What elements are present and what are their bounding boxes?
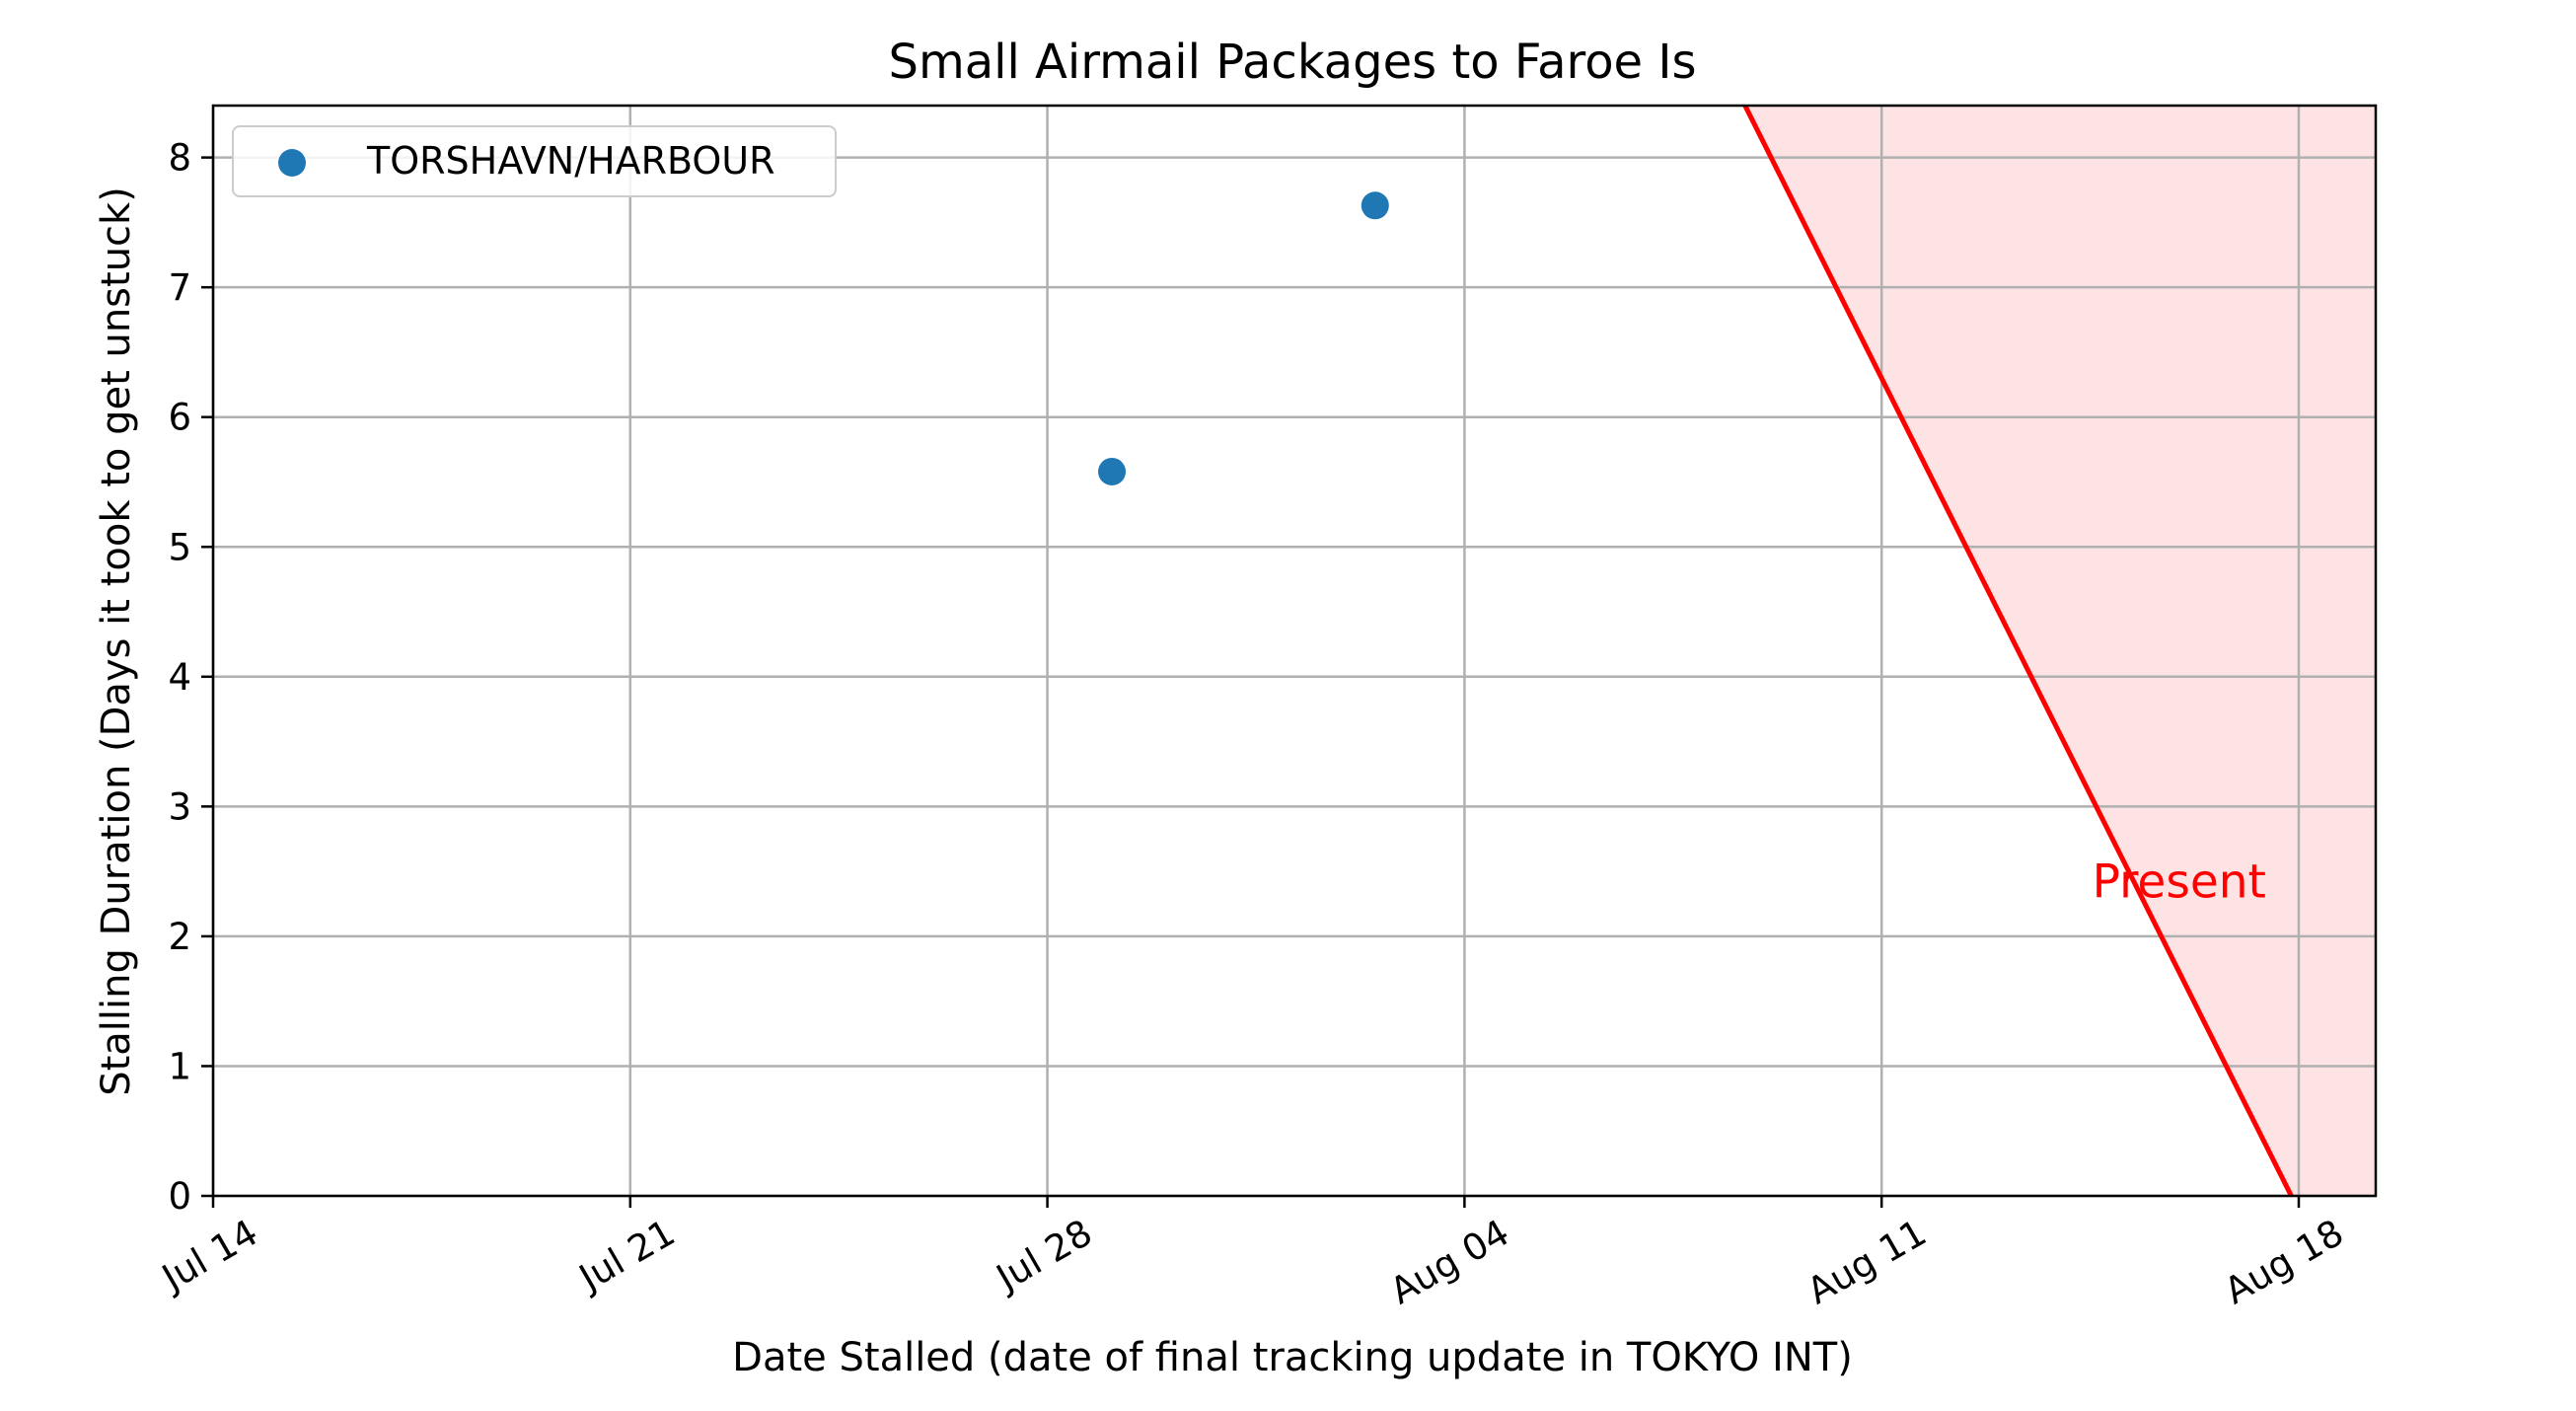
legend-label: TORSHAVN/HARBOUR [366, 139, 775, 183]
present-annotation: Present [2093, 854, 2266, 909]
x-axis-title: Date Stalled (date of final tracking upd… [732, 1335, 1853, 1380]
data-point [1361, 191, 1389, 220]
data-point [1098, 457, 1127, 485]
y-tick-label: 1 [168, 1045, 191, 1087]
y-tick-label: 3 [168, 785, 191, 828]
chart-title: Small Airmail Packages to Faroe Is [888, 35, 1696, 90]
y-tick-label: 4 [168, 656, 191, 699]
present-region-fill [1744, 106, 2376, 1196]
y-axis-title: Stalling Duration (Days it took to get u… [94, 186, 139, 1096]
present-boundary-line [1742, 104, 2294, 1198]
legend: TORSHAVN/HARBOUR [232, 125, 837, 197]
data-points [1098, 191, 1389, 485]
y-tick-label: 6 [168, 397, 191, 439]
y-tick-label: 5 [168, 526, 191, 568]
legend-marker [278, 149, 306, 177]
plot-frame [211, 104, 2378, 1198]
present-region [1744, 106, 2376, 1196]
legend-box [232, 125, 837, 197]
y-tick-label: 8 [168, 137, 191, 180]
present-boundary [1742, 104, 2294, 1198]
y-tick-label: 2 [168, 916, 191, 958]
y-tick-label: 7 [168, 266, 191, 309]
y-tick-label: 0 [168, 1175, 191, 1218]
y-axis-ticks: 0 1 2 3 4 5 6 7 8 [168, 137, 213, 1218]
